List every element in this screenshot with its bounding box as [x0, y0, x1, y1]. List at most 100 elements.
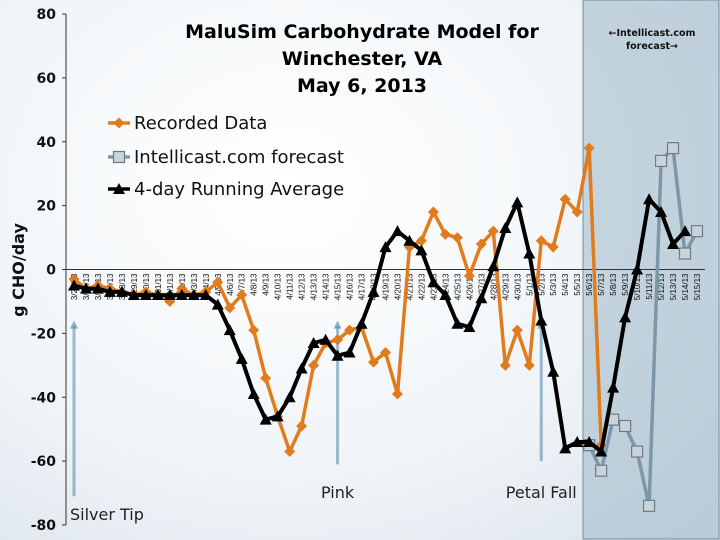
data-point-diamond: [380, 347, 391, 359]
x-tick-label: 5/1/13: [525, 273, 534, 296]
x-tick-label: 4/15/13: [334, 273, 343, 300]
data-point-triangle: [175, 289, 188, 301]
data-point-triangle: [68, 279, 80, 291]
data-point-triangle: [463, 320, 476, 332]
chart-title-line-3: May 6, 2013: [297, 75, 427, 97]
data-point-triangle: [643, 193, 656, 205]
y-tick-label: -20: [31, 326, 57, 342]
data-point-triangle: [547, 365, 560, 377]
data-point-triangle: [475, 292, 488, 304]
y-axis-label: g CHO/day: [9, 223, 28, 317]
x-tick-label: 4/26/13: [465, 273, 474, 300]
x-tick-label: 4/14/13: [322, 273, 331, 300]
forecast-note-line-2: forecast→: [626, 41, 678, 52]
data-point-diamond: [176, 283, 188, 295]
data-point-triangle: [439, 289, 452, 301]
x-tick-label: 4/19/13: [382, 273, 391, 300]
data-point-diamond: [248, 324, 260, 336]
x-tick-label: 5/10/13: [633, 273, 642, 300]
x-tick-label: 5/2/13: [537, 273, 546, 296]
series-4-day-running-average: [68, 193, 692, 457]
x-tick-label: 4/30/13: [513, 273, 522, 300]
x-tick-label: 4/7/13: [238, 273, 247, 296]
x-tick-label: 4/17/13: [358, 273, 367, 300]
data-point-diamond: [547, 241, 559, 253]
x-tick-label: 4/22/13: [417, 273, 426, 300]
data-point-diamond: [523, 359, 535, 371]
data-point-square: [112, 150, 126, 164]
x-tick-label: 4/28/13: [489, 273, 498, 300]
data-point-diamond: [463, 270, 475, 282]
x-tick-label: 5/11/13: [645, 273, 654, 300]
data-point-triangle: [343, 346, 356, 358]
stage-label: Silver Tip: [70, 505, 144, 524]
y-tick-label: -60: [31, 454, 57, 470]
chart-title-line-1: MaluSim Carbohydrate Model for: [185, 21, 539, 43]
data-point-triangle: [79, 282, 92, 294]
data-point-diamond: [260, 372, 272, 384]
forecast-note-line-1: ←Intellicast.com: [609, 28, 696, 39]
data-point-diamond: [113, 117, 125, 129]
x-tick-label: 5/13/13: [669, 273, 678, 300]
data-point-triangle: [283, 391, 296, 403]
data-point-triangle: [91, 282, 104, 294]
x-tick-label: 4/10/13: [274, 273, 283, 300]
data-point-triangle: [247, 388, 260, 400]
data-point-diamond: [499, 359, 511, 371]
x-tick-label: 3/30/13: [142, 273, 151, 300]
stage-arrow-head: [70, 320, 78, 329]
data-point-triangle: [403, 234, 416, 246]
x-tick-label: 4/24/13: [441, 273, 450, 300]
x-tick-label: 4/6/13: [226, 273, 235, 296]
data-point-triangle: [595, 445, 608, 457]
x-tick-label: 4/8/13: [250, 273, 259, 296]
data-point-square: [595, 464, 608, 477]
series-line: [73, 197, 687, 454]
data-point-triangle: [607, 381, 620, 393]
data-point-triangle: [367, 285, 380, 297]
x-tick-label: 4/29/13: [501, 273, 510, 300]
legend-label: 4-day Running Average: [134, 179, 344, 200]
data-point-diamond: [583, 142, 595, 154]
data-point-triangle: [427, 276, 440, 288]
data-point-diamond: [308, 359, 320, 371]
data-point-triangle: [307, 336, 320, 348]
data-point-diamond: [451, 232, 463, 244]
data-point-diamond: [415, 235, 427, 247]
x-tick-label: 5/12/13: [657, 273, 666, 300]
data-point-square: [666, 142, 680, 155]
x-tick-label: 3/29/13: [130, 273, 139, 300]
y-tick-label: -40: [31, 390, 57, 406]
data-point-diamond: [368, 356, 380, 368]
data-point-triangle: [319, 333, 332, 345]
data-point-triangle: [127, 289, 140, 301]
data-point-triangle: [523, 247, 536, 259]
data-point-square: [678, 247, 692, 260]
data-point-triangle: [115, 285, 128, 297]
data-point-triangle: [391, 225, 404, 237]
stage-arrow-head: [333, 320, 342, 329]
x-tick-label: 4/3/13: [190, 273, 199, 296]
x-tick-label: 4/16/13: [346, 273, 355, 300]
y-tick-label: 80: [37, 7, 57, 23]
data-point-triangle: [259, 413, 272, 425]
data-point-diamond: [344, 324, 356, 336]
data-point-diamond: [559, 193, 571, 205]
data-point-triangle: [163, 289, 176, 301]
data-point-triangle: [295, 362, 308, 374]
x-tick-label: 5/5/13: [573, 273, 582, 296]
data-point-diamond: [427, 206, 439, 218]
x-tick-label: 4/13/13: [310, 273, 319, 300]
data-point-triangle: [499, 221, 512, 233]
data-point-triangle: [415, 244, 428, 256]
data-point-triangle: [511, 196, 524, 208]
data-point-diamond: [224, 302, 236, 314]
x-tick-label: 5/15/13: [693, 273, 702, 300]
data-point-triangle: [451, 317, 464, 329]
x-tick-label: 4/25/13: [453, 273, 462, 300]
data-point-square: [619, 419, 632, 433]
x-tick-label: 3/28/13: [118, 273, 127, 300]
data-point-diamond: [236, 289, 248, 301]
x-tick-label: 3/31/13: [154, 273, 163, 300]
